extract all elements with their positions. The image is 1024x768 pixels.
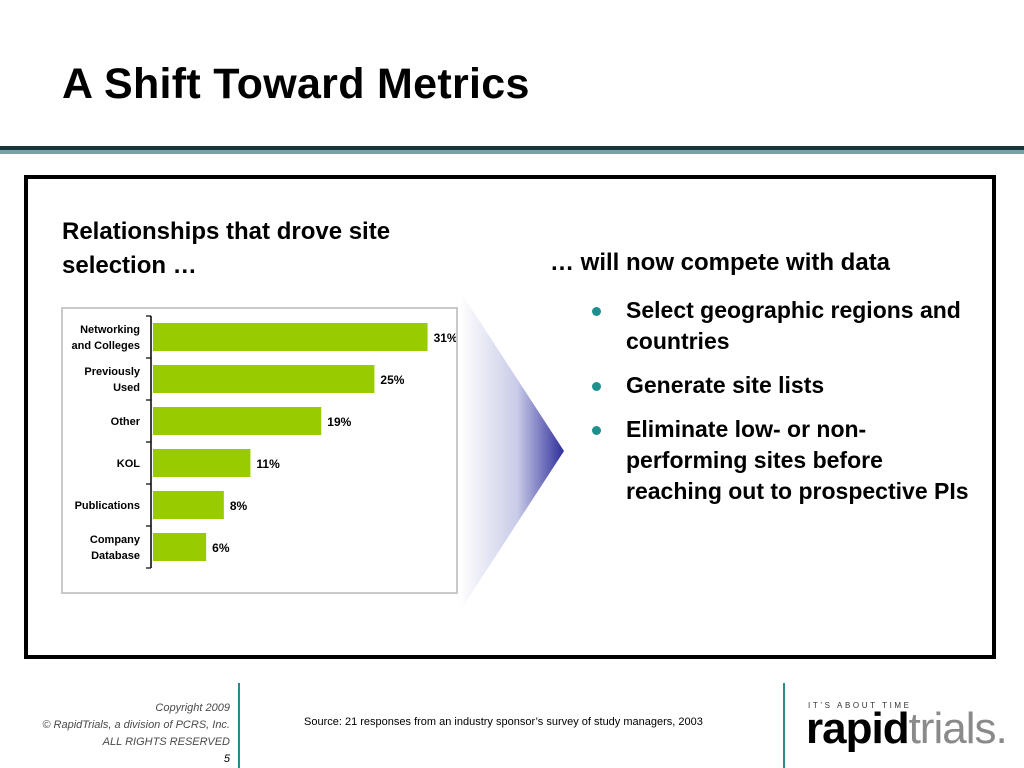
bullet-text: Eliminate low- or non-performing sites b… xyxy=(626,416,969,504)
chart-category-label: and Colleges xyxy=(72,340,140,352)
brand-tagline: IT’S ABOUT TIME xyxy=(808,701,912,710)
chart-bar xyxy=(153,407,322,435)
bullet-item: Eliminate low- or non-performing sites b… xyxy=(588,414,978,507)
brand-logo: rapidtrials. xyxy=(806,704,1008,754)
chart-value-label: 8% xyxy=(230,499,248,513)
chart-category-label: Publications xyxy=(75,500,140,512)
chart-bar xyxy=(153,449,251,477)
title-rule xyxy=(0,146,1024,150)
bullet-item: Select geographic regions and countries xyxy=(588,295,978,357)
chart-value-label: 31% xyxy=(434,331,456,345)
chart-value-label: 11% xyxy=(256,457,280,471)
page-number: 5 xyxy=(223,753,230,765)
chart-value-label: 25% xyxy=(380,373,404,387)
chart-bar xyxy=(153,533,207,561)
source-note: Source: 21 responses from an industry sp… xyxy=(304,716,703,728)
footer-divider xyxy=(783,683,785,768)
content-frame: Relationships that drove site selection … xyxy=(24,175,996,659)
bullet-dot-icon xyxy=(592,307,601,316)
brand-logo-trials: trials. xyxy=(908,704,1008,753)
bullet-list: Select geographic regions and countries … xyxy=(588,295,978,520)
chart-value-label: 19% xyxy=(327,415,351,429)
chart-category-label: Networking xyxy=(80,324,140,336)
brand-logo-rapid: rapid xyxy=(806,704,910,753)
bullet-text: Generate site lists xyxy=(626,372,825,398)
copyright-line: © RapidTrials, a division of PCRS, Inc. xyxy=(42,719,230,731)
bullet-item: Generate site lists xyxy=(588,370,978,401)
chart-bar xyxy=(153,323,428,351)
title-rule-accent xyxy=(0,150,1024,154)
bar-chart: 31% Networking and Colleges 25% Previously Us… xyxy=(61,307,458,594)
chart-value-label: 6% xyxy=(212,541,230,555)
footer-divider xyxy=(238,683,240,768)
chart-category-label: Previously xyxy=(84,366,141,378)
chevron-arrow-icon xyxy=(460,291,564,611)
copyright-line: Copyright 2009 xyxy=(155,702,230,714)
chart-category-label: Company xyxy=(90,534,141,546)
chart-category-label: Used xyxy=(113,382,140,394)
chart-category-label: Database xyxy=(91,550,140,562)
chart-bar xyxy=(153,491,224,519)
bar-chart-canvas: 31% Networking and Colleges 25% Previously Us… xyxy=(72,315,456,569)
bullet-text: Select geographic regions and countries xyxy=(626,297,961,354)
footer-copyright: Copyright 2009 © RapidTrials, a division… xyxy=(0,700,230,768)
copyright-line: ALL RIGHTS RESERVED xyxy=(102,736,230,748)
bullet-dot-icon xyxy=(592,426,601,435)
chart-category-label: KOL xyxy=(117,458,141,470)
left-heading: Relationships that drove site selection … xyxy=(62,218,391,279)
bullet-dot-icon xyxy=(592,382,601,391)
chart-category-label: Other xyxy=(111,416,141,428)
slide-title: A Shift Toward Metrics xyxy=(62,60,530,108)
chart-bar xyxy=(153,365,375,393)
right-heading: … will now compete with data xyxy=(550,249,891,276)
